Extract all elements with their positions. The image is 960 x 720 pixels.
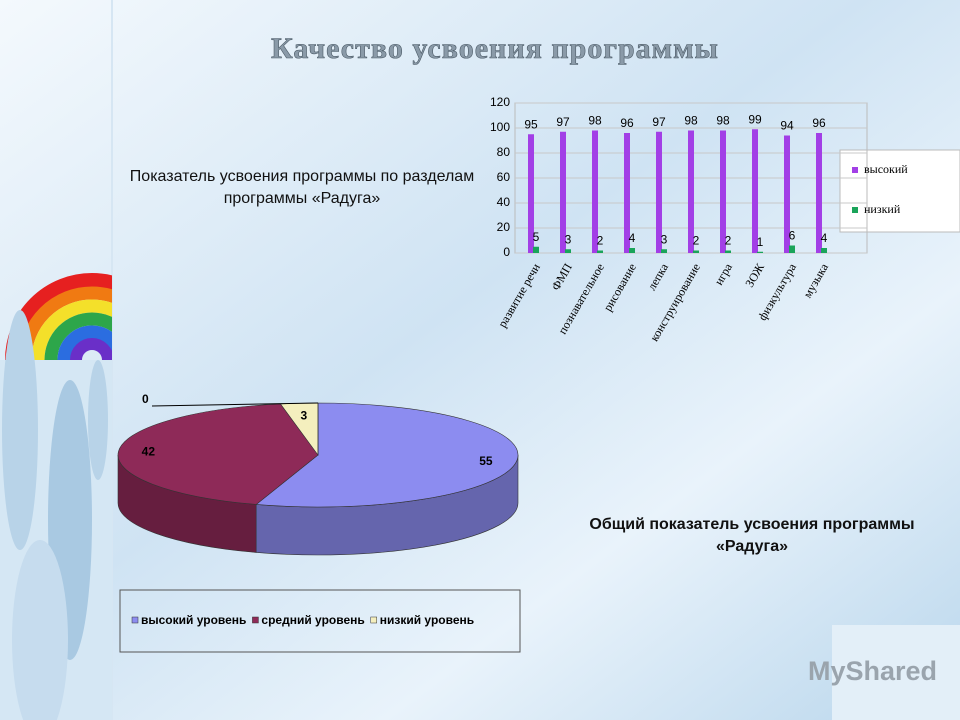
data-label: 4 [821, 231, 828, 245]
bar [725, 250, 731, 253]
data-label: 6 [789, 229, 796, 243]
bar [533, 246, 539, 253]
bar [789, 245, 795, 253]
data-label: 4 [629, 231, 636, 245]
data-label: 94 [780, 119, 794, 133]
watermark: MyShared [808, 656, 938, 686]
data-label: 96 [812, 116, 826, 130]
legend-swatch [131, 616, 139, 624]
legend-box [119, 589, 521, 653]
legend-label: высокий [864, 162, 908, 176]
legend-swatch [852, 167, 858, 173]
bar [597, 250, 603, 253]
pie-slice [255, 402, 519, 508]
data-label: 97 [556, 115, 570, 129]
data-label: 99 [748, 112, 762, 126]
legend-swatch [370, 616, 377, 624]
data-label: 5 [533, 230, 540, 244]
y-tick-label: 120 [490, 95, 510, 109]
y-tick-label: 20 [497, 220, 511, 234]
data-label: 96 [620, 116, 634, 130]
bar [629, 248, 635, 253]
rainbow [0, 273, 112, 720]
bar [528, 134, 534, 253]
data-label: 98 [716, 114, 730, 128]
bar [560, 131, 566, 253]
slide-title: Качество усвоения программы [271, 32, 719, 66]
bar [661, 249, 667, 253]
data-label: 3 [565, 232, 572, 246]
y-tick-label: 40 [497, 195, 511, 209]
data-label: 3 [661, 232, 668, 246]
data-label: 0 [142, 392, 149, 406]
legend-label: высокий уровень [141, 613, 246, 627]
y-tick-label: 100 [490, 120, 510, 134]
bar [816, 133, 822, 253]
y-tick-label: 80 [497, 145, 511, 159]
leader-line [151, 402, 319, 407]
chart-title: Показатель усвоения программы по раздела… [129, 168, 475, 207]
data-label: 2 [597, 234, 604, 248]
legend-box [839, 149, 960, 233]
bar [592, 130, 598, 253]
pie-slice [117, 403, 319, 505]
y-tick-label: 0 [503, 245, 510, 259]
bar [656, 131, 662, 253]
legend-label: низкий [864, 202, 901, 216]
data-label: 95 [524, 117, 538, 131]
legend-label: средний уровень [261, 613, 364, 627]
data-label: 1 [757, 235, 764, 249]
bar [624, 133, 630, 253]
bar [565, 249, 571, 253]
corner-panel [832, 625, 960, 720]
legend-label: низкий уровень [380, 613, 474, 627]
data-label: 98 [684, 114, 698, 128]
bar [821, 248, 827, 253]
data-label: 42 [142, 444, 156, 458]
data-label: 2 [725, 234, 732, 248]
data-label: 55 [479, 454, 493, 468]
bar [752, 129, 758, 253]
data-label: 2 [693, 234, 700, 248]
bar [688, 130, 694, 253]
legend-swatch [852, 207, 858, 213]
data-label: 98 [588, 114, 602, 128]
y-tick-label: 60 [497, 170, 511, 184]
bar [757, 251, 763, 253]
bar [720, 130, 726, 253]
chart-title: Общий показатель усвоения программы «Рад… [589, 516, 915, 555]
data-label: 97 [652, 115, 666, 129]
legend-swatch [252, 616, 259, 624]
bar [693, 250, 699, 253]
data-label: 3 [301, 408, 308, 422]
bar [784, 135, 790, 253]
